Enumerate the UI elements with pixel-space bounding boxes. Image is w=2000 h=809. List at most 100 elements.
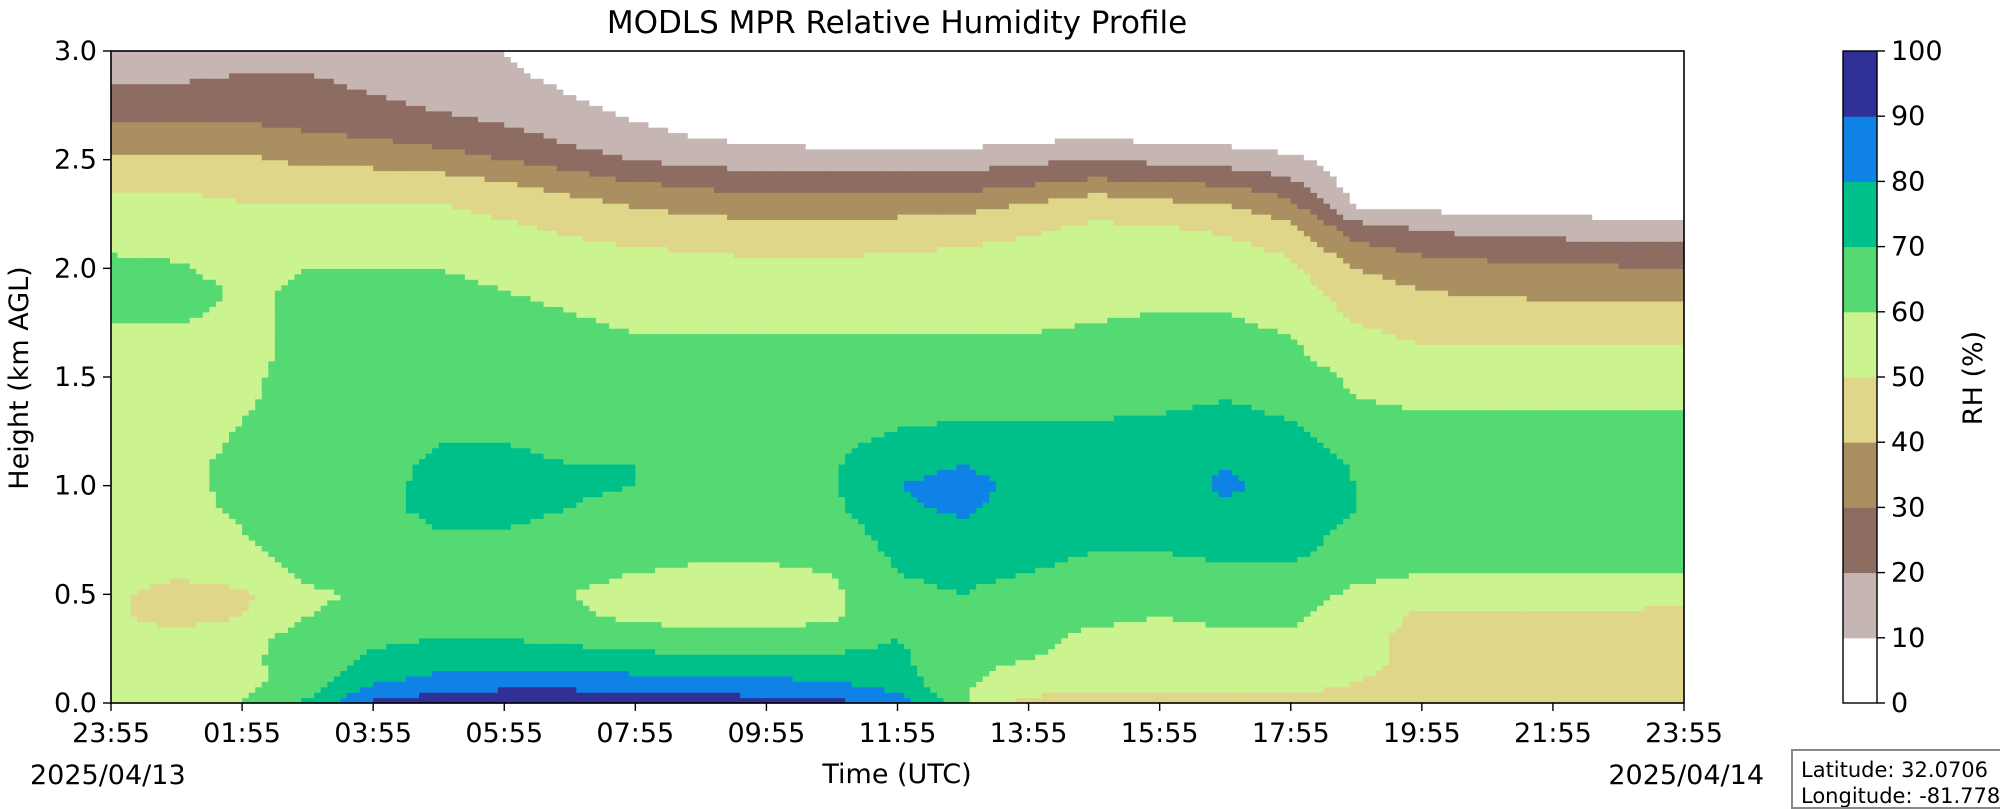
rh-cell — [1153, 594, 1160, 600]
rh-cell — [295, 600, 302, 606]
rh-cell — [1645, 638, 1652, 644]
rh-cell — [976, 670, 983, 676]
rh-cell — [714, 692, 721, 698]
rh-cell — [858, 622, 865, 628]
rh-cell — [1632, 605, 1639, 611]
rh-cell — [1245, 627, 1252, 633]
rh-cell — [170, 605, 177, 611]
rh-cell — [419, 616, 426, 622]
rh-cell — [314, 627, 321, 633]
rh-cell — [1232, 649, 1239, 655]
rh-cell — [386, 638, 393, 644]
rh-cell — [1409, 600, 1416, 606]
rh-cell — [740, 660, 747, 666]
rh-cell — [557, 638, 564, 644]
rh-cell — [1324, 665, 1331, 671]
rh-cell — [1356, 594, 1363, 600]
rh-cell — [1042, 687, 1049, 693]
rh-cell — [734, 632, 741, 638]
rh-cell — [917, 627, 924, 633]
rh-cell — [1035, 649, 1042, 655]
rh-cell — [1310, 687, 1317, 693]
rh-cell — [242, 692, 249, 698]
rh-cell — [740, 670, 747, 676]
rh-cell — [150, 622, 157, 628]
rh-cell — [1586, 627, 1593, 633]
rh-cell — [177, 681, 184, 687]
rh-cell — [465, 692, 472, 698]
rh-cell — [1500, 665, 1507, 671]
rh-cell — [1317, 589, 1324, 595]
rh-cell — [891, 643, 898, 649]
rh-cell — [373, 611, 380, 617]
rh-cell — [662, 660, 669, 666]
rh-cell — [1337, 589, 1344, 595]
rh-cell — [707, 611, 714, 617]
rh-cell — [1317, 616, 1324, 622]
rh-cell — [576, 616, 583, 622]
rh-cell — [688, 660, 695, 666]
rh-cell — [1435, 605, 1442, 611]
rh-cell — [1527, 638, 1534, 644]
rh-cell — [1147, 589, 1154, 595]
rh-cell — [1455, 611, 1462, 617]
rh-cell — [950, 622, 957, 628]
rh-cell — [1494, 605, 1501, 611]
rh-cell — [760, 660, 767, 666]
rh-cell — [334, 660, 341, 666]
rh-cell — [858, 649, 865, 655]
rh-cell — [255, 600, 262, 606]
rh-cell — [196, 632, 203, 638]
rh-cell — [308, 665, 315, 671]
rh-cell — [734, 654, 741, 660]
rh-cell — [891, 616, 898, 622]
rh-cell — [1212, 605, 1219, 611]
rh-cell — [943, 660, 950, 666]
rh-cell — [157, 622, 164, 628]
rh-cell — [537, 649, 544, 655]
rh-cell — [878, 600, 885, 606]
rh-cell — [1573, 660, 1580, 666]
rh-cell — [1061, 632, 1068, 638]
rh-cell — [1107, 665, 1114, 671]
rh-cell — [360, 654, 367, 660]
rh-cell — [1383, 676, 1390, 682]
rh-cell — [216, 638, 223, 644]
rh-cell — [399, 665, 406, 671]
rh-cell — [229, 676, 236, 682]
rh-cell — [622, 632, 629, 638]
rh-cell — [242, 687, 249, 693]
rh-cell — [1160, 670, 1167, 676]
rh-cell — [1015, 627, 1022, 633]
rh-cell — [1612, 627, 1619, 633]
rh-cell — [622, 638, 629, 644]
rh-cell — [1225, 611, 1232, 617]
rh-cell — [1317, 692, 1324, 698]
rh-cell — [1389, 616, 1396, 622]
rh-cell — [858, 654, 865, 660]
rh-cell — [878, 594, 885, 600]
rh-cell — [1645, 649, 1652, 655]
rh-cell — [1258, 676, 1265, 682]
rh-cell — [1212, 665, 1219, 671]
rh-cell — [1474, 687, 1481, 693]
rh-cell — [1625, 654, 1632, 660]
rh-cell — [242, 654, 249, 660]
rh-cell — [989, 687, 996, 693]
rh-cell — [799, 589, 806, 595]
rh-cell — [144, 681, 151, 687]
rh-cell — [1592, 632, 1599, 638]
rh-cell — [1592, 654, 1599, 660]
rh-cell — [1559, 611, 1566, 617]
rh-cell — [373, 687, 380, 693]
rh-cell — [426, 627, 433, 633]
rh-cell — [1514, 611, 1521, 617]
rh-cell — [550, 594, 557, 600]
rh-cell — [832, 692, 839, 698]
rh-cell — [524, 654, 531, 660]
rh-cell — [950, 594, 957, 600]
rh-cell — [1173, 692, 1180, 698]
rh-cell — [1160, 643, 1167, 649]
rh-cell — [655, 594, 662, 600]
rh-cell — [255, 605, 262, 611]
